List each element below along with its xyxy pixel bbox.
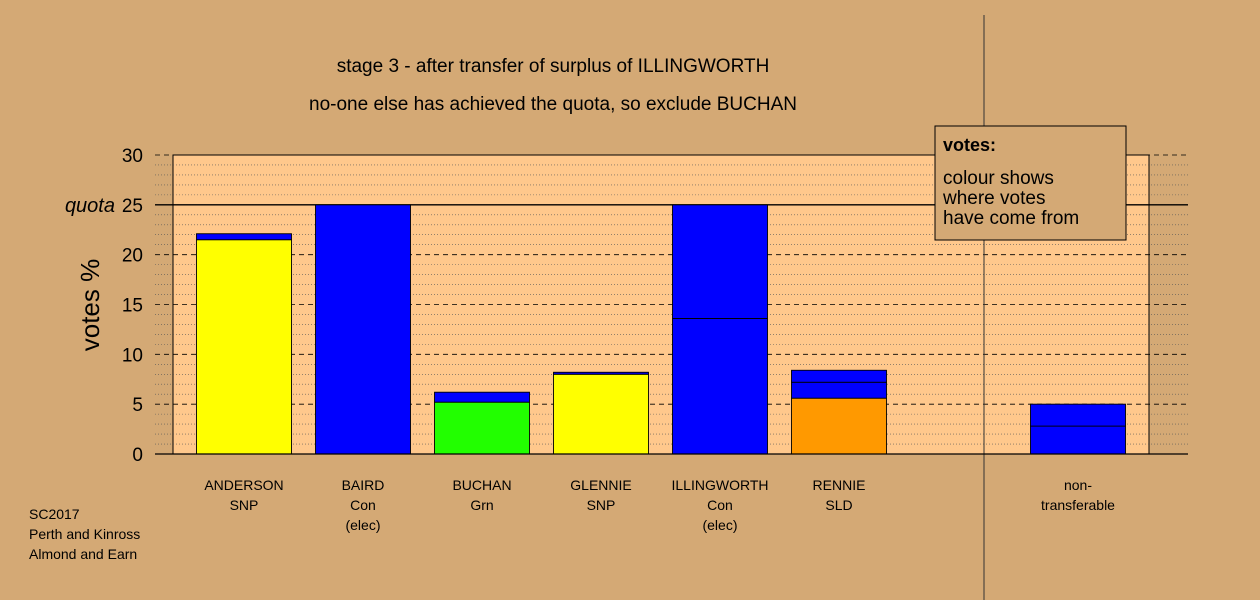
legend-title: votes: — [943, 135, 996, 155]
footer: SC2017 Perth and Kinross Almond and Earn — [29, 506, 140, 562]
bar-nontransferable-segment — [1030, 403, 1126, 427]
chart-title: stage 3 - after transfer of surplus of I… — [337, 56, 770, 77]
party-label: Grn — [470, 497, 493, 513]
candidate-name-label: RENNIE — [813, 477, 866, 493]
party-label: SNP — [230, 497, 259, 513]
y-tick-label: 30 — [122, 146, 143, 167]
bar-illingworth-segment — [672, 318, 768, 455]
bar-rennie-segment — [791, 397, 887, 455]
y-tick-label: 25 — [122, 196, 143, 217]
nontransferable-label-1: non- — [1064, 477, 1092, 493]
bar-illingworth-segment — [672, 204, 768, 319]
footer-line-2: Perth and Kinross — [29, 526, 140, 542]
party-label: SNP — [587, 497, 616, 513]
legend-box — [934, 125, 1127, 241]
status-label: (elec) — [702, 517, 737, 533]
quota-label: quota — [65, 195, 115, 217]
minor-grid — [155, 164, 1188, 445]
bars — [196, 204, 1126, 455]
bar-anderson-segment — [196, 233, 292, 241]
candidate-name-label: ANDERSON — [204, 477, 283, 493]
candidate-name-label: BUCHAN — [452, 477, 511, 493]
y-tick-label: 0 — [132, 445, 143, 466]
bar-nontransferable-segment — [1030, 425, 1126, 455]
legend-line-2: where votes — [942, 188, 1045, 209]
bar-glennie-segment — [553, 371, 649, 375]
party-label: Con — [350, 497, 376, 513]
bar-rennie-segment — [791, 381, 887, 399]
bar-baird-segment — [315, 204, 411, 455]
status-label: (elec) — [345, 517, 380, 533]
chart-subtitle: no-one else has achieved the quota, so e… — [309, 94, 797, 115]
footer-line-1: SC2017 — [29, 506, 80, 522]
party-label: SLD — [825, 497, 852, 513]
bar-buchan-segment — [434, 401, 530, 455]
y-tick-label: 20 — [122, 246, 143, 267]
candidate-name-label: BAIRD — [342, 477, 385, 493]
legend-line-1: colour shows — [943, 168, 1054, 189]
nontransferable-label-2: transferable — [1041, 497, 1115, 513]
candidate-name-label: ILLINGWORTH — [672, 477, 769, 493]
bar-anderson-segment — [196, 239, 292, 455]
y-tick-label: 10 — [122, 345, 143, 366]
y-tick-label: 15 — [122, 296, 143, 317]
party-label: Con — [707, 497, 733, 513]
bar-buchan-segment — [434, 391, 530, 403]
y-tick-label: 5 — [132, 395, 143, 416]
x-axis: ANDERSON SNP BAIRD Con (elec) BUCHAN Grn GLENNI… — [204, 477, 1115, 533]
bar-rennie-segment — [791, 369, 887, 383]
y-axis: 0 5 10 15 20 25 30 — [122, 146, 143, 466]
legend-line-3: have come from — [943, 208, 1079, 229]
legend: votes: colour shows where votes have com… — [934, 125, 1127, 241]
candidate-name-label: GLENNIE — [570, 477, 631, 493]
y-axis-label: votes % — [75, 259, 105, 352]
footer-line-3: Almond and Earn — [29, 546, 137, 562]
bar-glennie-segment — [553, 373, 649, 455]
